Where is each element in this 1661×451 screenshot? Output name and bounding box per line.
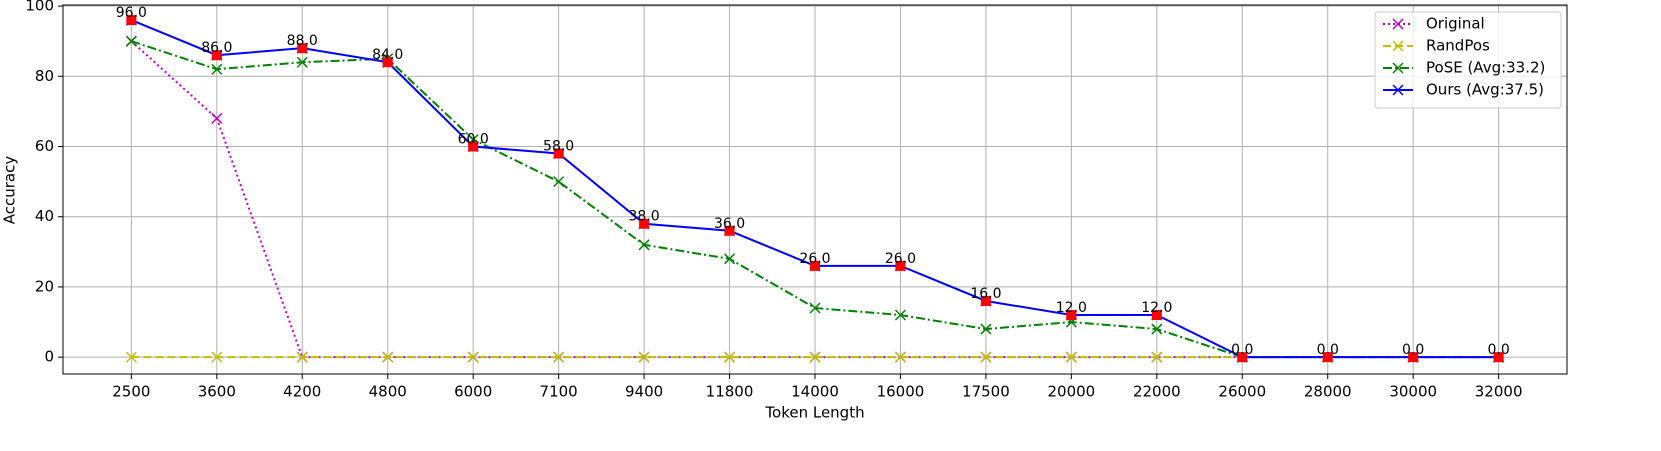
point-square [1237, 352, 1248, 363]
data-label: 26.0 [799, 251, 830, 267]
y-tick-label: 20 [35, 277, 54, 295]
point-square [468, 141, 479, 152]
point-square [1151, 310, 1162, 321]
legend: Original RandPos PoSE (Avg:33.2) Ours (Avg:… [1374, 11, 1562, 109]
x-tick-label: 16000 [877, 383, 925, 401]
point-square [980, 295, 991, 306]
point [553, 351, 565, 363]
point [467, 351, 479, 363]
legend-marker [1392, 18, 1404, 30]
point [809, 302, 821, 314]
legend-marker [1392, 62, 1404, 74]
point [894, 309, 906, 321]
point [980, 323, 992, 335]
point-square [211, 50, 222, 61]
x-tick-label: 28000 [1304, 383, 1352, 401]
x-tick-label: 4200 [283, 383, 321, 401]
point-square [1066, 310, 1077, 321]
x-tick-label: 9400 [625, 383, 663, 401]
point-square [810, 260, 820, 271]
point [638, 239, 650, 251]
point-square [1493, 352, 1504, 363]
plot-frame [62, 4, 1568, 375]
legend-marker [1392, 40, 1404, 52]
x-tick-label: 32000 [1475, 383, 1523, 401]
point-square [895, 260, 906, 271]
point [296, 56, 308, 68]
x-tick-label: 26000 [1218, 383, 1266, 401]
data-label: 88.0 [287, 33, 318, 49]
legend-marker [1392, 84, 1404, 96]
point [724, 253, 736, 265]
x-tick-label: 3600 [198, 383, 236, 401]
point [125, 351, 137, 363]
point-square [639, 218, 650, 229]
point [211, 112, 223, 124]
data-label: 84.0 [372, 47, 403, 63]
data-label: 0.0 [1488, 342, 1510, 358]
x-tick-label: 30000 [1389, 383, 1437, 401]
point [1151, 323, 1163, 335]
point [809, 351, 821, 363]
x-tick-label: 2500 [112, 383, 150, 401]
series: 96.0 86.0 88.0 84.0 60.0 58.0 38.0 36.0 26.0 26.0… [116, 5, 1510, 363]
point [382, 351, 394, 363]
data-label: 16.0 [970, 286, 1001, 302]
y-tick-label: 80 [35, 67, 54, 85]
point-square [1322, 352, 1333, 363]
x-tick-label: 22000 [1133, 383, 1181, 401]
point-square [382, 57, 393, 68]
legend-box [1374, 11, 1562, 109]
y-axis-label: Accuracy [1, 156, 19, 225]
y-tick-label: 100 [25, 0, 54, 15]
point-square [126, 15, 137, 26]
point [638, 351, 650, 363]
data-label: 26.0 [885, 251, 916, 267]
point-square [1408, 352, 1419, 363]
legend-label: RandPos [1426, 37, 1490, 55]
point [894, 351, 906, 363]
x-axis-label: Token Length [764, 404, 864, 422]
x-tick-label: 17500 [962, 383, 1010, 401]
x-tick-label: 6000 [454, 383, 492, 401]
legend-label: Original [1426, 15, 1485, 33]
point [1065, 351, 1077, 363]
x-tick-label: 4800 [369, 383, 407, 401]
x-tick-label: 20000 [1048, 383, 1096, 401]
point [211, 351, 223, 363]
point [553, 176, 565, 188]
data-label: 36.0 [714, 216, 745, 232]
x-tick-label: 11800 [706, 383, 754, 401]
data-label: 86.0 [201, 40, 232, 56]
data-label: 0.0 [1317, 342, 1339, 358]
legend-label: Ours (Avg:37.5) [1426, 81, 1544, 99]
point [980, 351, 992, 363]
data-label: 60.0 [458, 131, 489, 147]
data-label: 96.0 [116, 5, 147, 21]
point-square [553, 148, 564, 159]
point [125, 35, 137, 47]
data-label: 12.0 [1056, 300, 1087, 316]
data-label: 0.0 [1231, 342, 1253, 358]
point [211, 63, 223, 75]
legend-label: PoSE (Avg:33.2) [1426, 59, 1545, 77]
point [296, 351, 308, 363]
point-square [724, 225, 735, 236]
data-label: 58.0 [543, 139, 574, 155]
point [724, 351, 736, 363]
x-tick-label: 14000 [791, 383, 839, 401]
data-label: 0.0 [1402, 342, 1424, 358]
y-tick-label: 0 [44, 348, 54, 366]
data-label: 12.0 [1141, 300, 1172, 316]
x-tick-label: 7100 [540, 383, 578, 401]
y-tick-label: 40 [35, 207, 54, 225]
point [1151, 351, 1163, 363]
point-square [297, 43, 308, 54]
y-tick-label: 60 [35, 137, 54, 155]
data-label: 38.0 [629, 209, 660, 225]
